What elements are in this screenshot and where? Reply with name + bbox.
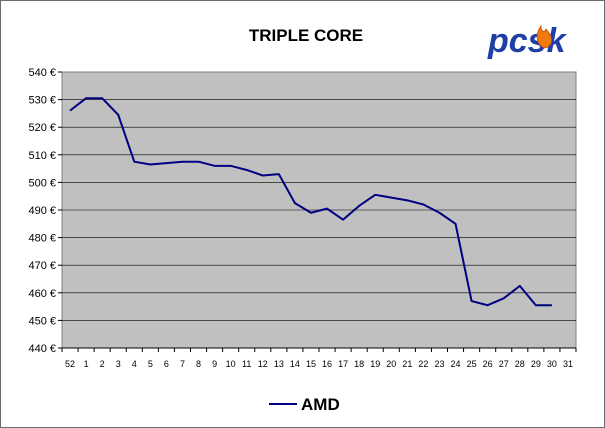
- y-tick-label: 460 €: [28, 288, 56, 300]
- logo-text: pcsk: [487, 22, 568, 60]
- y-tick-label: 440 €: [28, 343, 56, 355]
- x-tick-label: 16: [322, 359, 332, 369]
- x-tick-label: 20: [386, 359, 396, 369]
- x-tick-label: 8: [196, 359, 201, 369]
- x-tick-label: 13: [274, 359, 284, 369]
- x-tick-label: 21: [402, 359, 412, 369]
- x-tick-label: 2: [100, 359, 105, 369]
- x-tick-label: 4: [132, 359, 137, 369]
- x-tick-label: 28: [515, 359, 525, 369]
- x-tick-label: 26: [483, 359, 493, 369]
- x-tick-label: 10: [226, 359, 236, 369]
- y-tick-label: 470 €: [28, 260, 56, 272]
- y-tick-label: 540 €: [28, 67, 56, 79]
- x-tick-label: 24: [451, 359, 461, 369]
- x-tick-label: 3: [116, 359, 121, 369]
- x-tick-label: 19: [370, 359, 380, 369]
- y-tick-label: 450 €: [28, 315, 56, 327]
- x-tick-label: 12: [258, 359, 268, 369]
- brand-logo: pcsk: [487, 22, 568, 60]
- x-tick-label: 1: [84, 359, 89, 369]
- legend: AMD: [269, 395, 340, 414]
- y-tick-label: 490 €: [28, 205, 56, 217]
- gridlines: [62, 99, 576, 321]
- x-tick-label: 18: [354, 359, 364, 369]
- x-tick-label: 29: [531, 359, 541, 369]
- x-tick-label: 15: [306, 359, 316, 369]
- y-tick-label: 480 €: [28, 233, 56, 245]
- x-tick-label: 27: [499, 359, 509, 369]
- x-tick-label: 52: [65, 359, 75, 369]
- x-tick-label: 6: [164, 359, 169, 369]
- y-tick-label: 500 €: [28, 177, 56, 189]
- y-tick-label: 520 €: [28, 122, 56, 134]
- x-tick-label: 23: [434, 359, 444, 369]
- x-tick-label: 14: [290, 359, 300, 369]
- x-tick-label: 30: [547, 359, 557, 369]
- series-line-amd: [69, 97, 552, 307]
- chart-title: TRIPLE CORE: [249, 26, 363, 45]
- x-tick-label: 5: [148, 359, 153, 369]
- x-tick-label: 9: [212, 359, 217, 369]
- x-tick-label: 7: [180, 359, 185, 369]
- x-axis: 52 1 2 3 4 5 6 7 8 9 10 11 12 13 14 15 16 17 18 19 20 21 22 23 2…: [61, 347, 577, 369]
- flame-icon: [536, 24, 552, 49]
- x-tick-label: 25: [467, 359, 477, 369]
- y-tick-label: 530 €: [28, 95, 56, 107]
- x-tick-label: 11: [242, 359, 251, 369]
- legend-label-amd: AMD: [301, 395, 340, 414]
- x-tick-label: 17: [338, 359, 348, 369]
- y-tick-label: 510 €: [28, 150, 56, 162]
- x-tick-label: 31: [563, 359, 573, 369]
- y-axis: 440 € 450 € 460 € 470 € 480 € 490 € 500 € 510 €…: [28, 67, 62, 355]
- x-tick-label: 22: [418, 359, 428, 369]
